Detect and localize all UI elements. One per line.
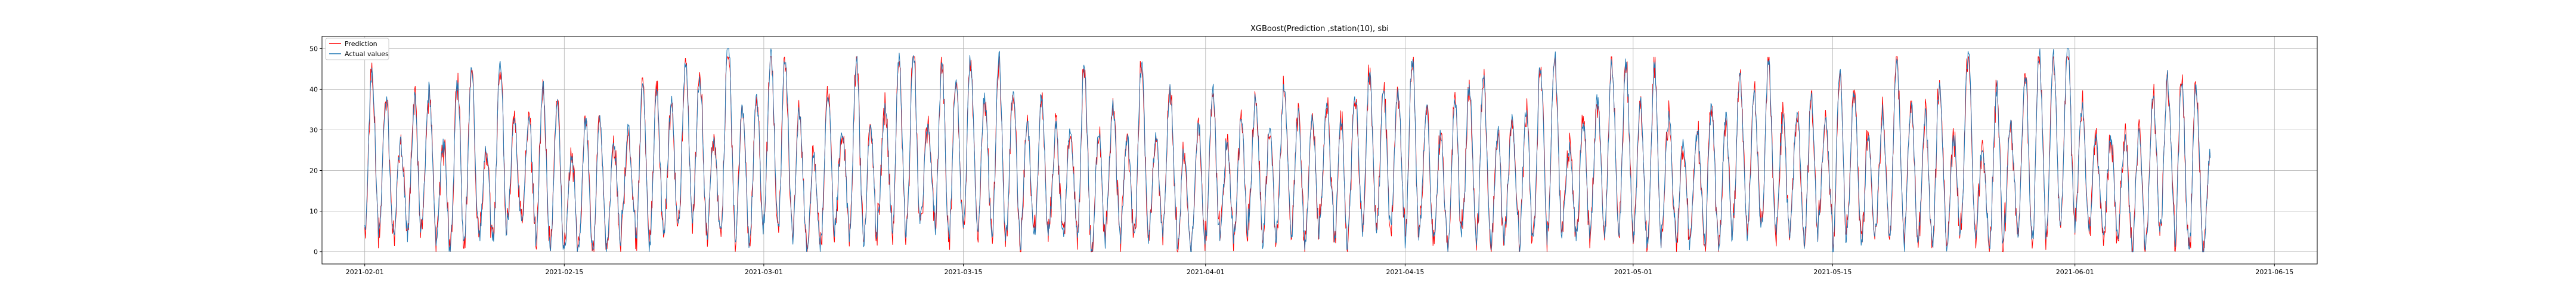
legend: Prediction Actual values [325,38,389,60]
legend-label-actual-values: Actual values [345,50,389,58]
y-tick-label: 50 [309,45,318,53]
y-axis: 0 10 20 30 40 50 [309,45,322,256]
legend-box [325,38,389,60]
x-tick-label: 2021-02-01 [346,268,384,276]
x-tick-label: 2021-03-01 [745,268,783,276]
x-axis: 2021-02-01 2021-02-15 2021-03-01 2021-03-15… [346,264,2293,276]
y-tick-label: 30 [309,126,318,134]
y-tick-label: 0 [314,248,318,256]
series-layer [364,48,2211,253]
plot-frame [321,36,2318,265]
series-line-actual-values [364,48,2211,253]
x-tick-label: 2021-06-01 [2056,268,2094,276]
x-tick-label: 2021-05-01 [1614,268,1652,276]
x-tick-label: 2021-06-15 [2255,268,2293,276]
chart-title: XGBoost(Prediction ,station(10), sbi [1250,24,1389,33]
y-tick-label: 20 [309,167,318,175]
x-tick-label: 2021-05-15 [1813,268,1852,276]
x-tick-label: 2021-03-15 [945,268,983,276]
y-tick-label: 10 [309,208,318,216]
grid-lines [322,36,2317,264]
legend-label-prediction: Prediction [345,40,377,48]
x-tick-label: 2021-04-15 [1386,268,1424,276]
x-tick-label: 2021-04-01 [1187,268,1225,276]
y-tick-label: 40 [309,85,318,93]
x-tick-label: 2021-02-15 [545,268,583,276]
